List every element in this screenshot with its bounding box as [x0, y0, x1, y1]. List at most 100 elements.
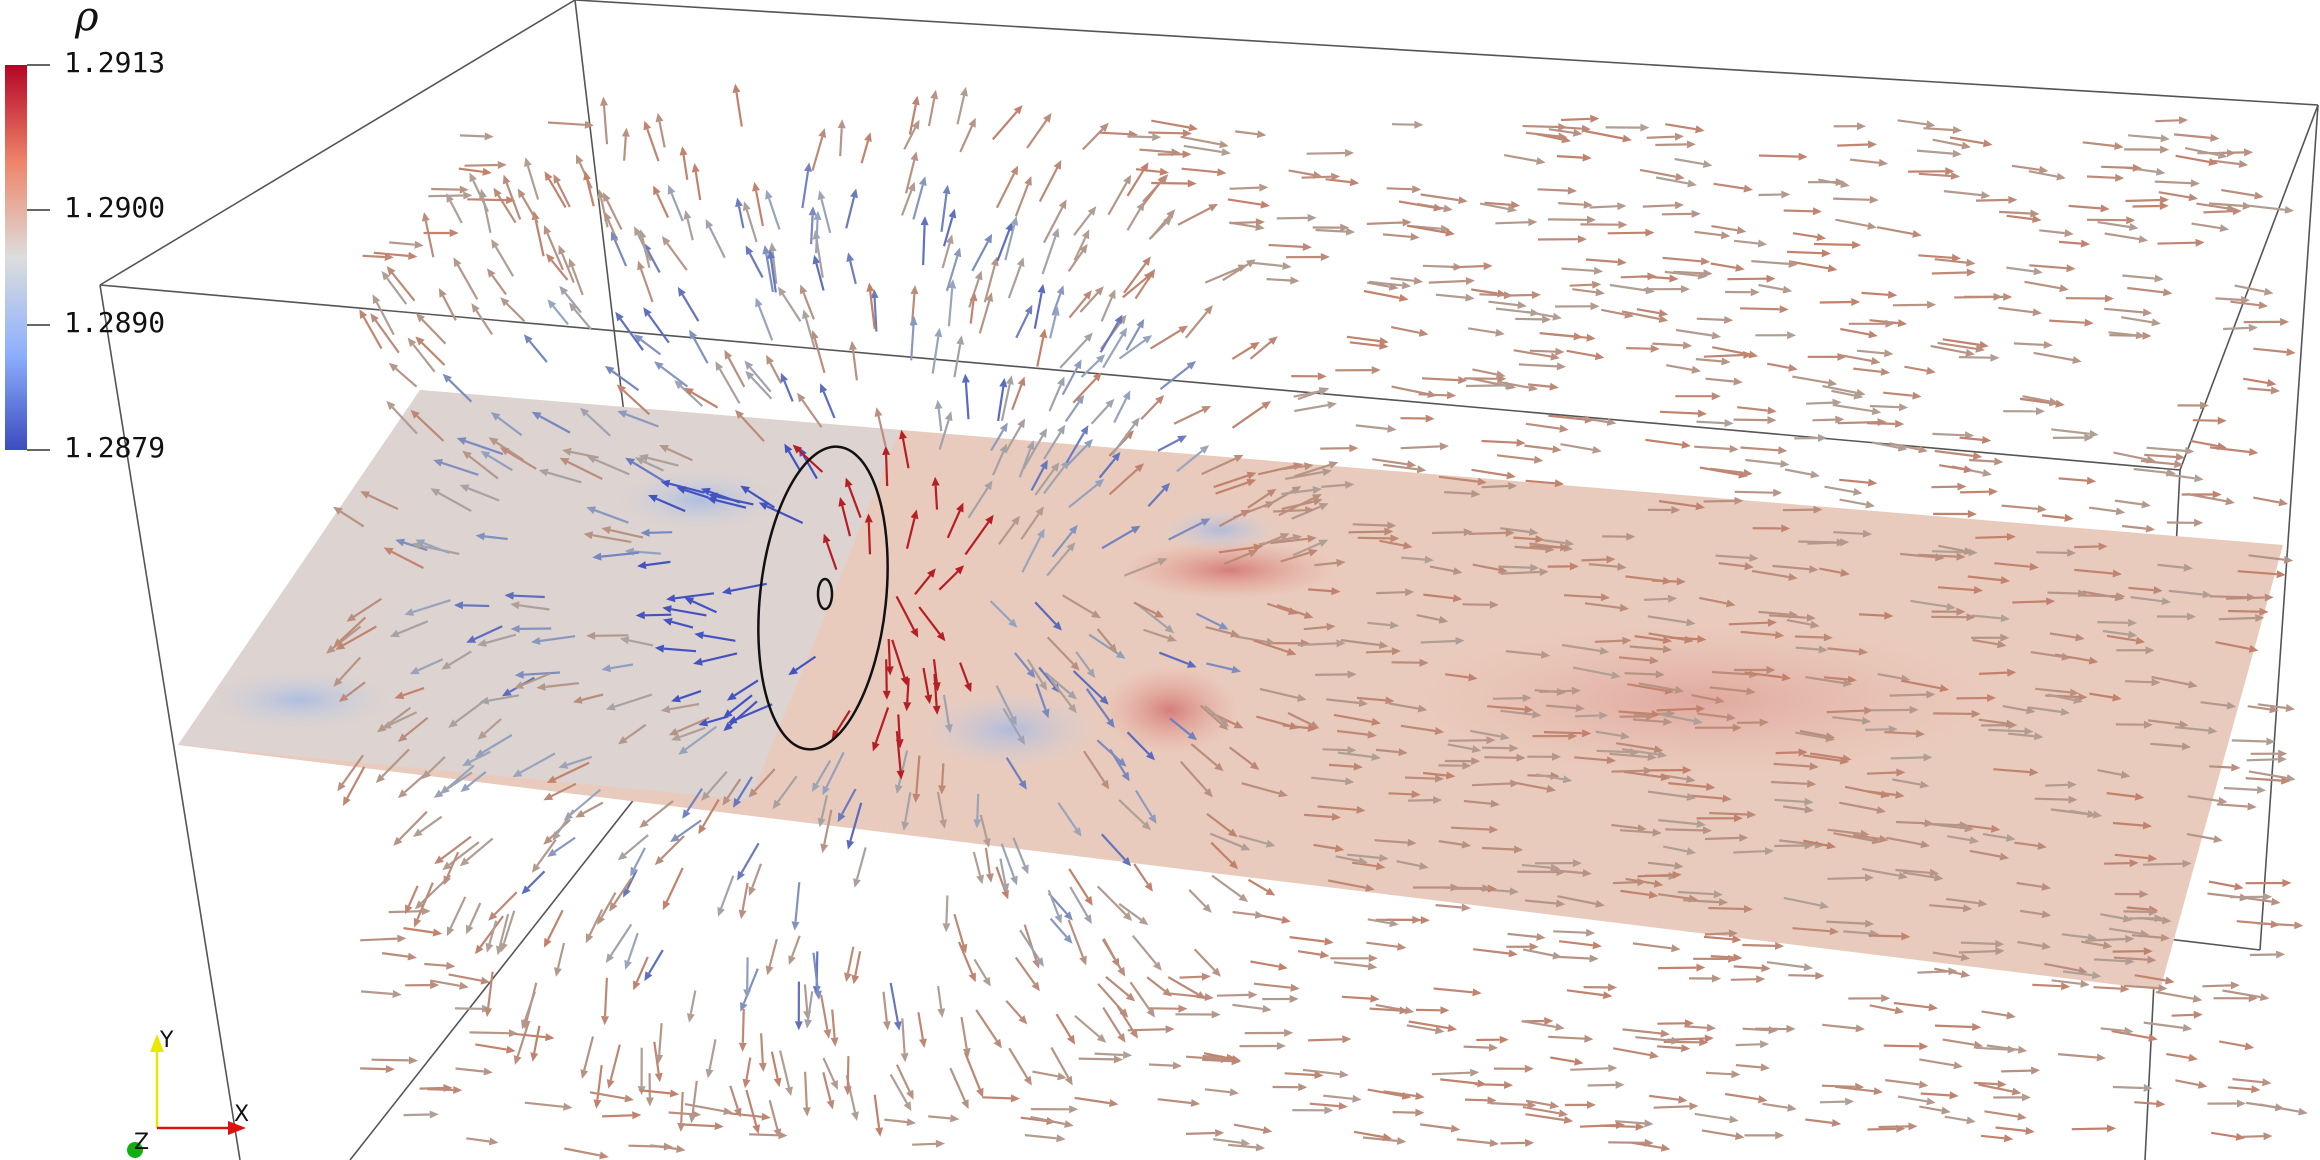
velocity-glyph-head [2102, 941, 2113, 950]
velocity-glyph-head [2037, 505, 2047, 513]
velocity-glyph-head [2160, 134, 2170, 143]
velocity-glyph-head [851, 974, 860, 985]
velocity-glyph-head [1312, 486, 1322, 494]
velocity-glyph [1211, 874, 1242, 898]
velocity-glyph-head [1618, 220, 1628, 229]
velocity-glyph [1560, 443, 1594, 451]
velocity-glyph-head [1624, 310, 1634, 319]
velocity-glyph [475, 1043, 507, 1051]
velocity-glyph-head [1575, 704, 1585, 712]
velocity-glyph [1259, 687, 1299, 699]
velocity-glyph [694, 171, 702, 201]
velocity-glyph [2146, 446, 2186, 452]
velocity-glyph-head [1083, 332, 1093, 342]
velocity-glyph [2058, 477, 2088, 482]
velocity-glyph-head [2064, 513, 2074, 522]
velocity-glyph [2123, 984, 2159, 990]
velocity-glyph [1179, 760, 1208, 792]
velocity-glyph [1792, 232, 1818, 239]
velocity-glyph-head [1743, 905, 1753, 913]
velocity-glyph [1611, 823, 1638, 830]
velocity-glyph-head [1052, 621, 1062, 631]
velocity-glyph-head [1775, 941, 1785, 950]
velocity-glyph-head [1582, 729, 1592, 738]
velocity-glyph [1256, 715, 1291, 727]
velocity-glyph-head [1587, 1100, 1596, 1109]
velocity-glyph [1888, 442, 1920, 451]
velocity-glyph [1878, 1125, 1909, 1129]
velocity-glyph-head [938, 785, 947, 795]
velocity-glyph [564, 292, 582, 314]
velocity-glyph-head [1385, 696, 1395, 705]
velocity-glyph [1177, 207, 1211, 226]
velocity-glyph [901, 1018, 906, 1054]
velocity-glyph [1522, 948, 1554, 957]
velocity-glyph [1886, 836, 1922, 846]
velocity-glyph [416, 882, 434, 920]
velocity-glyph-head [1229, 1088, 1239, 1097]
velocity-glyph-head [1471, 489, 1481, 498]
velocity-glyph-head [910, 151, 919, 162]
velocity-glyph [1297, 642, 1337, 647]
velocity-glyph-head [1331, 172, 1341, 181]
velocity-glyph [479, 915, 504, 948]
velocity-glyph-head [1865, 919, 1875, 928]
velocity-glyph-head [1290, 983, 1300, 992]
velocity-glyph-head [1404, 1006, 1415, 1015]
velocity-glyph [1539, 689, 1572, 693]
velocity-glyph [1309, 1102, 1339, 1108]
velocity-glyph-head [1057, 424, 1066, 435]
velocity-glyph-head [1379, 853, 1389, 862]
velocity-glyph [846, 1056, 850, 1087]
velocity-glyph [2187, 795, 2219, 802]
velocity-glyph [1619, 829, 1653, 834]
velocity-glyph-head [488, 437, 499, 446]
velocity-glyph-head [1530, 308, 1540, 317]
velocity-glyph [603, 977, 608, 1017]
velocity-glyph [867, 522, 872, 555]
velocity-glyph-head [1312, 494, 1322, 502]
velocity-glyph-head [1807, 779, 1817, 788]
velocity-glyph-head [1988, 487, 1998, 496]
velocity-glyph-head [1136, 318, 1145, 329]
velocity-glyph [945, 255, 959, 292]
velocity-glyph-head [1075, 394, 1085, 405]
velocity-glyph-head [727, 715, 738, 724]
velocity-glyph [1131, 934, 1157, 965]
velocity-glyph [1944, 1115, 1968, 1122]
velocity-glyph [1799, 729, 1827, 738]
velocity-glyph-head [1353, 762, 1363, 771]
velocity-glyph-head [1443, 204, 1453, 213]
velocity-glyph-head [1868, 330, 1878, 339]
velocity-glyph [646, 128, 660, 162]
velocity-glyph-head [2153, 586, 2163, 595]
velocity-glyph [735, 92, 743, 127]
velocity-glyph [1372, 458, 1408, 466]
velocity-glyph [2248, 554, 2285, 561]
velocity-glyph [995, 685, 1014, 719]
velocity-glyph [820, 994, 829, 1030]
velocity-glyph-head [1434, 774, 1445, 783]
velocity-glyph-head [1941, 1106, 1951, 1115]
velocity-glyph [524, 1101, 564, 1108]
velocity-glyph [1557, 955, 1590, 960]
velocity-glyph-head [1157, 558, 1168, 566]
velocity-glyph [1550, 1056, 1575, 1063]
velocity-glyph-head [1653, 745, 1664, 754]
velocity-glyph-head [1017, 418, 1026, 429]
velocity-glyph [1525, 422, 1560, 430]
velocity-glyph [1067, 250, 1084, 273]
velocity-glyph [795, 655, 817, 672]
velocity-glyph [645, 560, 671, 567]
velocity-glyph-head [514, 681, 524, 689]
velocity-glyph [1008, 1047, 1029, 1079]
velocity-glyph-head [2143, 947, 2153, 956]
velocity-glyph [839, 128, 843, 157]
velocity-glyph-head [1527, 1100, 1537, 1109]
velocity-glyph [2126, 906, 2150, 911]
velocity-glyph-head [2100, 204, 2110, 213]
velocity-glyph-head [1963, 904, 1973, 913]
velocity-glyph [684, 489, 709, 499]
velocity-glyph [394, 367, 418, 388]
